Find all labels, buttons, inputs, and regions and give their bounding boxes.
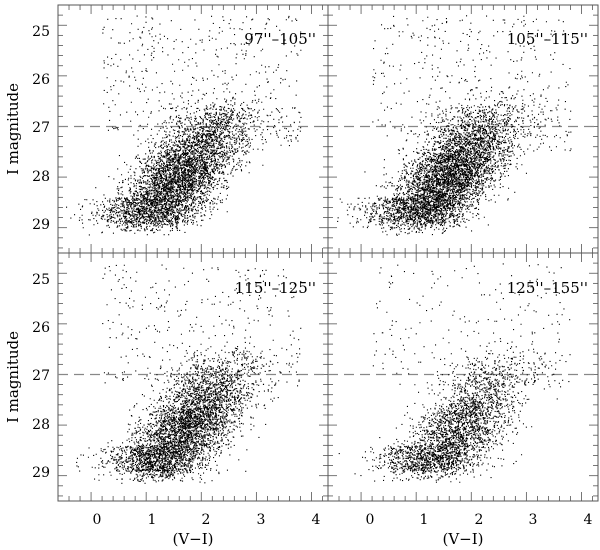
x-tick-label: 1 [148,512,157,528]
panel-top-left: 97''–105'' [57,4,329,254]
x-axis-label-right: (V−I) [442,530,483,548]
panel-label: 115''–125'' [235,279,316,297]
x-tick-label: 2 [475,512,484,528]
panel-top-right: 105''–115'' [327,4,599,254]
panel-label: 125''–155'' [507,279,588,297]
panel-ticks [58,252,328,501]
y-tick-label: 29 [32,217,50,233]
y-tick-label: 28 [32,417,50,433]
y-axis-label-top: I magnitude [4,83,22,175]
panel-ticks [58,4,328,253]
x-tick-label: 0 [93,512,102,528]
x-tick-labels: 0 1 2 3 4 0 1 2 3 4 [93,512,593,528]
x-axis-label-left: (V−I) [172,530,213,548]
scatter-points [338,263,571,483]
x-tick-label: 3 [529,512,538,528]
scatter-point-cloud [338,263,571,483]
x-tick-label: 0 [366,512,375,528]
y-tick-label: 25 [32,272,50,288]
panel-label: 105''–115'' [507,30,588,48]
scatter-point-cloud [337,15,572,236]
scatter-point-cloud [66,15,302,236]
y-tick-label: 26 [32,72,50,88]
y-axis-label-bottom: I magnitude [4,331,22,423]
panel-label: 97''–105'' [244,30,316,48]
panel-frame [327,252,599,502]
y-tick-label: 26 [32,320,50,336]
scatter-points [66,15,302,236]
x-tick-label: 4 [584,512,593,528]
y-tick-label: 25 [32,24,50,40]
panel-ticks [328,4,598,253]
panel-bottom-right: 125''–155'' [327,252,599,502]
y-tick-label: 28 [32,169,50,185]
y-tick-label: 27 [32,120,50,136]
panel-ticks [328,252,598,501]
x-tick-label: 2 [202,512,211,528]
x-tick-label: 1 [420,512,429,528]
scatter-points [337,15,572,236]
y-tick-label: 27 [32,368,50,384]
x-tick-label: 3 [257,512,266,528]
x-tick-label: 4 [312,512,321,528]
y-tick-label: 29 [32,465,50,481]
panel-bottom-left: 115''–125'' [57,252,329,502]
y-tick-labels: 25 26 27 28 29 25 26 27 28 29 [32,24,50,481]
